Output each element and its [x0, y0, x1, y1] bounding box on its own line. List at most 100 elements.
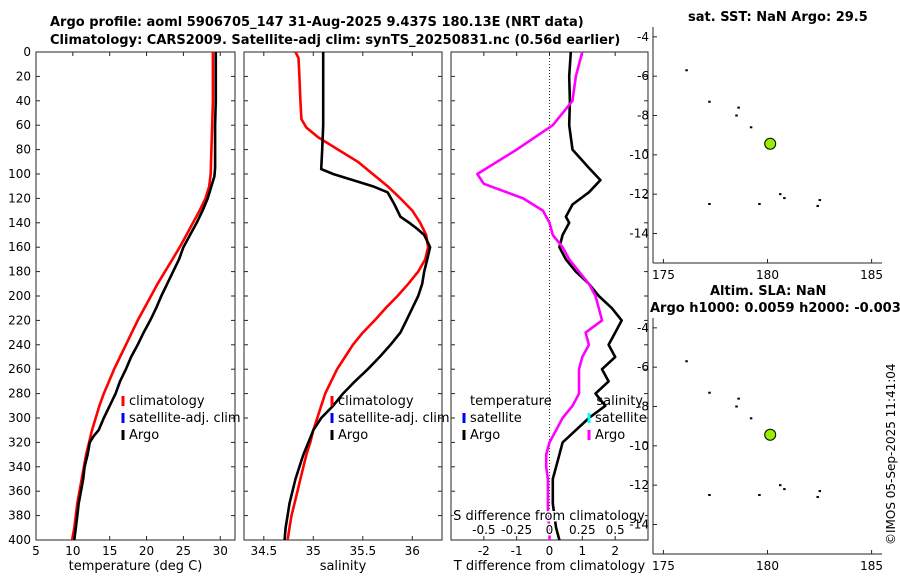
sst-map-island-point [708, 100, 711, 103]
temperature-xlabel: temperature (deg C) [69, 559, 203, 574]
sla-map-ytick-label: -12 [629, 478, 649, 492]
difference-s-tick-label: -0.25 [501, 523, 532, 537]
difference-s-diff-argo-line [476, 51, 604, 540]
sst-map-title: sat. SST: NaN Argo: 29.5 [688, 10, 868, 25]
temperature-xtick-label: 15 [102, 544, 117, 558]
temperature-ytick-label: 340 [8, 460, 31, 474]
difference-s-tick-label: 0 [546, 523, 554, 537]
sla-map-island-point [685, 360, 688, 363]
difference-s-xlabel: S difference from climatology [453, 509, 645, 524]
sla-map-title: Altim. SLA: NaN [710, 284, 827, 299]
sst-map-island-point [818, 199, 822, 202]
sla-map-float-marker [764, 428, 777, 441]
sla-map-island-point [758, 494, 761, 496]
sst-map-ytick-label: -10 [629, 148, 649, 162]
figure-title-line2: Climatology: CARS2009. Satellite-adj cli… [50, 33, 621, 48]
sst-map-island-point [685, 69, 688, 72]
temperature-xtick-label: 20 [139, 544, 154, 558]
sla-map-island-point [783, 488, 786, 491]
temperature-ytick-label: 320 [8, 435, 31, 449]
sst-map-island-point [758, 203, 761, 205]
temperature-ytick-label: 280 [8, 387, 31, 401]
temperature-ytick-label: 100 [8, 167, 31, 181]
sst-map-ytick-label: -12 [629, 187, 649, 201]
sst-map-island-point [783, 197, 786, 200]
salinity-argo-line [283, 52, 432, 541]
salinity-xtick-label: 34.5 [250, 544, 277, 558]
temperature-ytick-label: 160 [8, 240, 31, 254]
temperature-ytick-label: 120 [8, 191, 31, 205]
sla-map-island-point [778, 484, 782, 487]
sst-map-xtick-label: 185 [860, 268, 883, 282]
difference-t-diff-argo-line [551, 51, 623, 541]
temperature-axes [35, 51, 236, 541]
temperature-ytick-label: 0 [23, 45, 31, 59]
salinity-climatology-line [286, 51, 430, 541]
difference-s-tick-label: 0.25 [569, 523, 596, 537]
salinity-xtick-label: 35.5 [349, 544, 376, 558]
temperature-ytick-label: 220 [8, 313, 31, 327]
difference-xtick-label: 0 [546, 544, 554, 558]
temperature-ytick-label: 40 [16, 94, 31, 108]
difference-s-tick-label: 0.5 [606, 523, 625, 537]
sla-map-ytick-label: -10 [629, 439, 649, 453]
temperature-ytick-label: 80 [16, 143, 31, 157]
temperature-ytick-label: 400 [8, 533, 31, 547]
difference-legend-s-satellite-label: satellite [595, 411, 647, 426]
sla-map-ytick-label: -4 [637, 321, 649, 335]
sst-map-ytick-label: -4 [637, 30, 649, 44]
salinity-legend-climatology-label: climatology [338, 394, 414, 409]
sla-map-xtick-label: 180 [756, 559, 779, 573]
salinity-legend-argo-label: Argo [338, 428, 368, 443]
temperature-ytick-label: 300 [8, 411, 31, 425]
sla-map-island-point [737, 397, 740, 400]
difference-xtick-label: 1 [579, 544, 587, 558]
sla-map-ytick-label: -8 [637, 400, 649, 414]
temperature-xtick-label: 30 [213, 544, 228, 558]
temperature-ytick-label: 240 [8, 338, 31, 352]
difference-xlabel: T difference from climatology [453, 559, 646, 574]
difference-legend-s-argo-label: Argo [595, 428, 625, 443]
sst-map-xtick-label: 180 [756, 268, 779, 282]
salinity-xtick-label: 35 [306, 544, 321, 558]
sst-map-island-point [708, 203, 711, 205]
sla-map-island-point [816, 495, 819, 498]
temperature-ytick-label: 200 [8, 289, 31, 303]
temperature-ytick-label: 140 [8, 216, 31, 230]
temperature-ytick-label: 380 [8, 509, 31, 523]
sla-map-xtick-label: 185 [860, 559, 883, 573]
sst-map-island-point [816, 204, 819, 207]
difference-legend-t-satellite-label: satellite [470, 411, 522, 426]
temperature-ytick-label: 360 [8, 484, 31, 498]
sst-map-island-point [749, 126, 753, 129]
temperature-legend-climatology-label: climatology [129, 394, 205, 409]
salinity-xtick-label: 36 [405, 544, 420, 558]
temperature-xtick-label: 25 [176, 544, 191, 558]
sla-map-island-point [708, 391, 711, 394]
sst-map-island-point [735, 114, 738, 117]
sst-map-xtick-label: 175 [652, 268, 675, 282]
salinity-xlabel: salinity [320, 559, 367, 574]
difference-legend-t-argo-label: Argo [470, 428, 500, 443]
difference-xtick-label: 2 [611, 544, 619, 558]
sst-map-island-point [737, 106, 740, 109]
figure-title-line1: Argo profile: aoml 5906705_147 31-Aug-20… [50, 15, 584, 30]
temperature-xtick-label: 5 [32, 544, 40, 558]
salinity-legend-satellite-label: satellite-adj. clim [338, 411, 450, 426]
sst-map-ytick-label: -8 [637, 109, 649, 123]
difference-legend-salinity-title: salinity [596, 394, 643, 409]
salinity-axes [243, 51, 443, 541]
sst-map-island-point [778, 193, 782, 196]
temperature-ytick-label: 180 [8, 265, 31, 279]
temperature-legend-argo-label: Argo [129, 428, 159, 443]
difference-s-tick-label: -0.5 [472, 523, 495, 537]
difference-xtick-label: -2 [478, 544, 490, 558]
sla-map-ytick-label: -14 [629, 518, 649, 532]
difference-legend-temperature-title: temperature [470, 394, 552, 409]
sst-map-ytick-label: -6 [637, 69, 649, 83]
difference-xtick-label: -1 [511, 544, 523, 558]
sla-map-island-point [735, 405, 738, 408]
temperature-argo-line [73, 52, 218, 541]
sst-map-float-marker [764, 137, 777, 150]
